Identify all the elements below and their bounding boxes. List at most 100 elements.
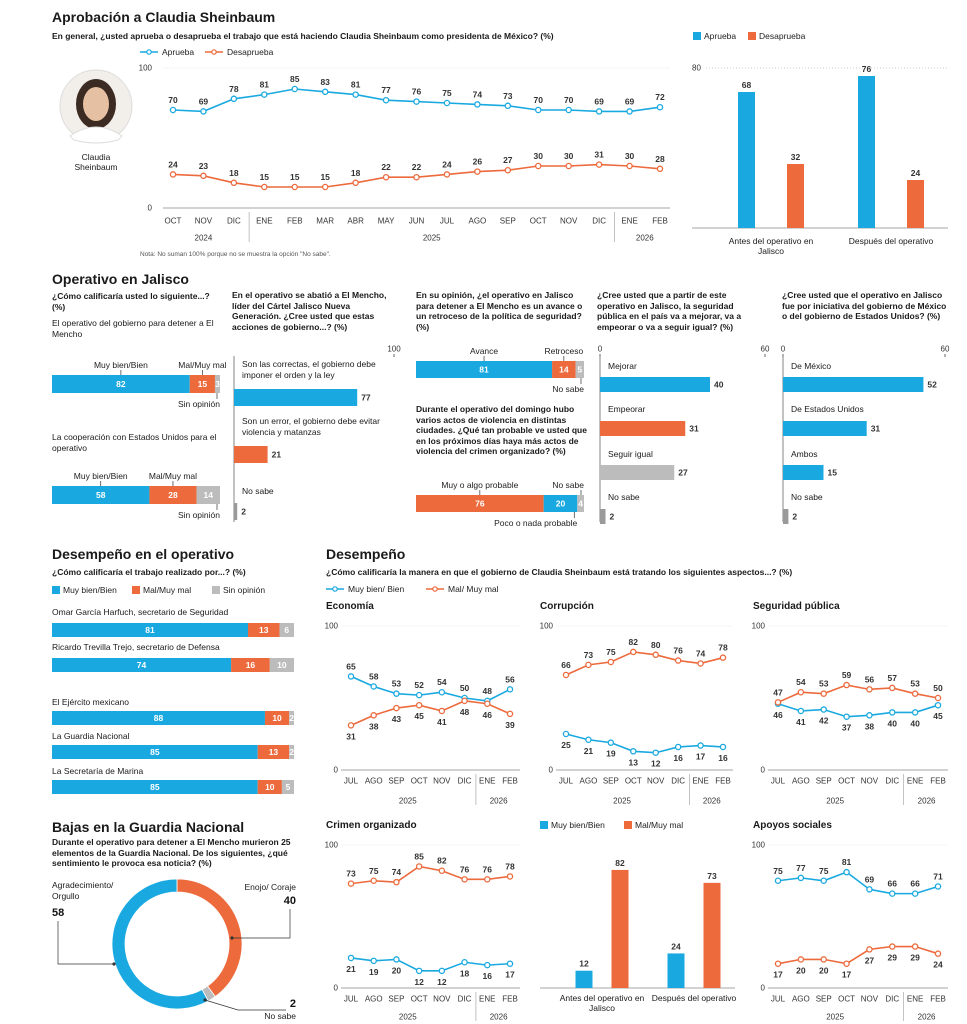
data-label: 75 [819,866,829,876]
category-label: Mejorar [608,361,637,371]
data-point [697,660,704,667]
note: Nota: No suman 100% porque no se muestra… [140,251,331,258]
x-tick-label: NOV [433,995,451,1004]
chart-title: Crimen organizado [326,820,417,831]
data-point [393,878,400,886]
category-label: El operativo del gobierno para detener a… [52,318,214,339]
data-point [911,890,919,897]
segment-name: Muy bien/Bien [74,471,128,481]
question: Durante el operativo para detener a El M… [52,837,291,868]
x-tick-label: FEB [930,995,946,1004]
data-label: 58 [369,671,379,681]
series-line [777,945,939,965]
data-point [652,749,659,756]
data-label: 75 [606,647,616,657]
data-label: 42 [819,716,829,726]
data-point [866,886,873,893]
data-label: 77 [381,85,391,95]
x-tick-label: DIC [458,995,472,1004]
data-point [535,162,542,170]
category-label: Omar García Harfuch, secretario de Segur… [52,607,229,617]
segment-label: 5 [286,782,291,792]
data-label: 28 [655,154,665,164]
bar [783,509,789,524]
y-tick-label: 0 [761,984,766,993]
series-line [777,871,939,895]
bar-segment [52,375,190,393]
data-label: 70 [534,95,544,105]
bar-segment [52,623,249,637]
legend-label: Aprueba [704,31,736,41]
section-title: Desempeño en el operativo [52,546,235,562]
data-point [438,967,446,975]
segment-name: Poco o nada probable [494,518,577,528]
data-point [843,960,850,967]
data-label: 69 [594,96,604,106]
data-point [535,106,542,114]
data-label: 53 [392,679,402,689]
data-point [261,91,268,98]
data-label: 19 [369,967,379,977]
data-label: 50 [933,683,943,693]
data-point [652,651,659,659]
segment-name: Sin opinión [178,510,220,520]
segment-label: 20 [556,499,566,509]
data-label: 72 [655,92,665,102]
data-point [797,874,805,882]
legend-swatch [432,586,438,592]
data-label: 75 [773,866,783,876]
section-title: Desempeño [326,546,406,562]
bar [738,92,755,228]
data-point [200,108,207,115]
legend-label: Muy bien/Bien [63,585,117,595]
year-label: 2026 [636,234,654,243]
slice-value: 58 [52,907,64,919]
bar-segment [231,658,270,672]
bar-segment [577,495,584,512]
data-label: 15 [828,468,838,478]
data-label: 70 [564,95,574,105]
data-label: 41 [796,717,806,727]
segment-label: 2 [289,747,294,757]
data-label: 21 [584,746,594,756]
data-label: 25 [561,740,571,750]
x-tick-label: FEB [652,217,668,226]
data-label: 17 [842,970,852,980]
data-label: 39 [505,720,515,730]
data-point [370,712,377,719]
data-label: 21 [346,964,356,974]
data-label: 23 [199,161,209,171]
data-label: 15 [320,172,330,182]
legend-label: Desaprueba [759,31,806,41]
data-point [843,868,850,876]
y-tick-label: 0 [761,766,766,775]
bar-segment [149,486,197,504]
legend-label: Mal/ Muy mal [448,584,499,594]
data-label: 85 [414,851,424,861]
data-label: 82 [437,856,447,866]
x-tick-label: OCT [411,777,428,786]
data-label: 53 [819,679,829,689]
data-label: 31 [594,150,604,160]
year-label: 2025 [399,1013,417,1022]
data-label: 85 [290,74,300,84]
slice-label: Enojo/ Coraje [244,882,296,892]
data-point [506,686,514,693]
data-label: 54 [437,677,447,687]
data-point [911,709,919,716]
data-point [461,876,468,883]
data-point [595,161,603,168]
data-point [585,736,592,744]
leader-dot [203,998,207,1002]
data-point [797,956,805,963]
data-point [504,102,512,110]
segment-name: Retroceso [544,346,583,356]
data-point [393,690,400,697]
data-point [595,108,603,115]
category-label: Seguir igual [608,449,653,459]
data-point [866,686,873,693]
slice-label: Agradecimiento/ Orgullo [52,880,114,901]
data-point [934,701,942,709]
bar [234,446,268,463]
